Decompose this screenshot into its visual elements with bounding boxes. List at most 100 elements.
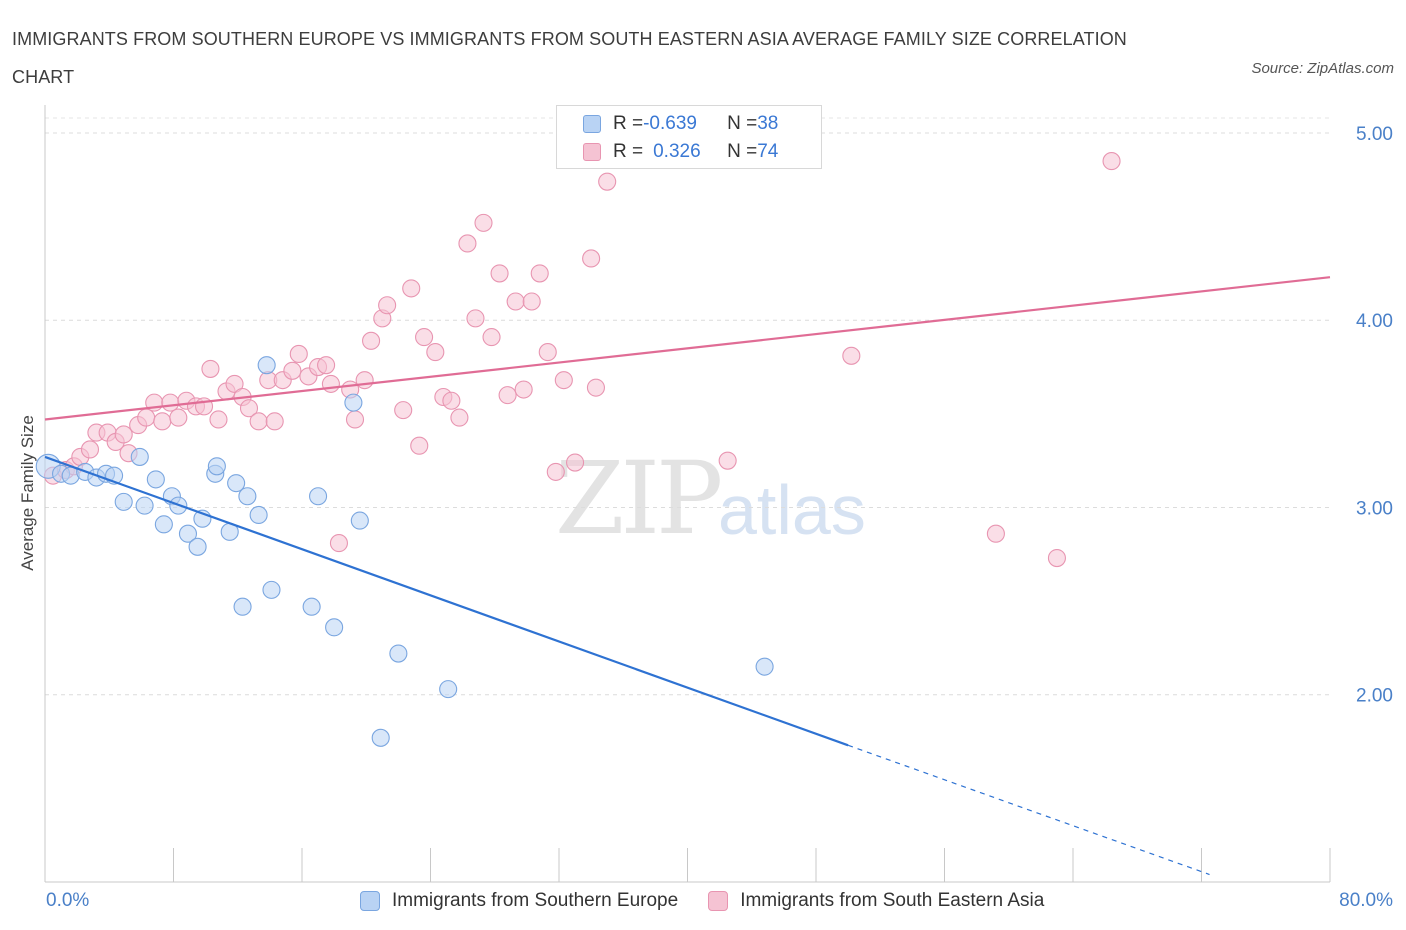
point-southern-europe — [154, 515, 173, 534]
point-southern-europe — [130, 447, 149, 466]
point-south-eastern-asia — [506, 292, 525, 311]
point-south-eastern-asia — [1102, 152, 1121, 171]
watermark-atlas: atlas — [718, 471, 866, 549]
n-label: N = — [727, 113, 758, 134]
point-south-eastern-asia — [986, 524, 1005, 543]
point-southern-europe — [238, 487, 257, 506]
point-south-eastern-asia — [554, 371, 573, 390]
trend-line-southern-europe-extension — [847, 744, 1210, 876]
series-legend: Immigrants from Southern Europe Immigran… — [360, 890, 1074, 912]
point-south-eastern-asia — [530, 264, 549, 283]
point-south-eastern-asia — [1047, 548, 1066, 568]
point-south-eastern-asia — [498, 386, 517, 405]
point-south-eastern-asia — [842, 346, 861, 365]
point-south-eastern-asia — [114, 425, 133, 444]
point-southern-europe — [114, 492, 133, 511]
point-southern-europe — [350, 511, 369, 530]
x-tick-label-max: 80.0% — [1339, 890, 1393, 911]
point-south-eastern-asia — [80, 440, 100, 459]
r-label: R = — [613, 141, 644, 162]
point-south-eastern-asia — [329, 534, 348, 553]
point-southern-europe — [344, 393, 363, 412]
point-south-eastern-asia — [321, 374, 340, 393]
point-southern-europe — [178, 524, 198, 543]
point-south-eastern-asia — [718, 451, 737, 470]
chart-title: IMMIGRANTS FROM SOUTHERN EUROPE VS IMMIG… — [12, 29, 1127, 87]
point-south-eastern-asia — [490, 264, 509, 283]
point-south-eastern-asia — [522, 292, 541, 311]
pink-swatch-icon — [583, 143, 601, 161]
point-south-eastern-asia — [249, 412, 268, 431]
point-south-eastern-asia — [362, 331, 381, 350]
point-south-eastern-asia — [225, 374, 244, 393]
point-southern-europe — [389, 644, 408, 663]
point-southern-europe — [755, 657, 774, 676]
point-southern-europe — [309, 487, 328, 506]
point-southern-europe — [371, 728, 390, 747]
point-south-eastern-asia — [283, 361, 302, 380]
point-southern-europe — [188, 537, 207, 556]
point-south-eastern-asia — [450, 408, 469, 427]
stats-legend: R = -0.639 N = 38 R = 0.326 N = 74 — [556, 105, 822, 169]
n-value: 74 — [757, 141, 779, 162]
point-south-eastern-asia — [566, 453, 585, 472]
point-south-eastern-asia — [153, 412, 172, 431]
r-value: 0.326 — [653, 141, 701, 162]
y-tick-label: 2.00 — [1356, 686, 1393, 707]
x-tick-label-min: 0.0% — [46, 890, 90, 911]
data-points — [35, 152, 1121, 747]
point-southern-europe — [135, 496, 154, 515]
stats-legend-row-blue: R = -0.639 N = 38 — [583, 111, 778, 137]
point-southern-europe — [233, 597, 252, 616]
axes — [44, 105, 1331, 883]
point-south-eastern-asia — [442, 391, 461, 410]
point-southern-europe — [262, 580, 281, 599]
trend-line-southern-europe — [44, 455, 849, 747]
trend-lines — [44, 276, 1331, 876]
n-label: N = — [727, 141, 758, 162]
point-south-eastern-asia — [378, 296, 397, 315]
point-south-eastern-asia — [546, 462, 565, 481]
point-south-eastern-asia — [289, 344, 308, 363]
blue-swatch-icon — [360, 891, 380, 911]
n-value: 38 — [757, 113, 779, 134]
point-southern-europe — [146, 470, 165, 489]
point-south-eastern-asia — [466, 309, 485, 328]
point-south-eastern-asia — [598, 172, 617, 191]
y-tick-label: 5.00 — [1356, 124, 1393, 145]
point-south-eastern-asia — [582, 249, 601, 268]
point-south-eastern-asia — [137, 408, 156, 427]
point-south-eastern-asia — [415, 328, 434, 347]
point-south-eastern-asia — [355, 371, 374, 390]
point-south-eastern-asia — [161, 393, 180, 412]
y-tick-label: 3.00 — [1356, 498, 1393, 519]
r-label: R = — [613, 113, 644, 134]
legend-label: Immigrants from South Eastern Asia — [740, 890, 1045, 911]
point-southern-europe — [257, 356, 276, 375]
point-south-eastern-asia — [458, 234, 477, 253]
r-value: -0.639 — [643, 113, 697, 134]
point-south-eastern-asia — [410, 436, 429, 455]
point-southern-europe — [227, 474, 246, 493]
point-south-eastern-asia — [345, 410, 365, 429]
point-southern-europe — [439, 680, 458, 699]
y-tick-labels: 2.00 3.00 4.00 5.00 — [1356, 124, 1393, 707]
point-south-eastern-asia — [474, 213, 493, 232]
point-south-eastern-asia — [209, 410, 228, 429]
point-southern-europe — [302, 597, 321, 616]
point-south-eastern-asia — [317, 356, 336, 375]
stats-legend-row-pink: R = 0.326 N = 74 — [583, 139, 778, 165]
point-southern-europe — [325, 618, 344, 637]
point-south-eastern-asia — [201, 359, 220, 378]
point-south-eastern-asia — [538, 343, 557, 362]
source-label: Source: ZipAtlas.com — [1251, 60, 1394, 77]
point-south-eastern-asia — [586, 378, 605, 397]
point-southern-europe — [249, 505, 268, 525]
blue-swatch-icon — [583, 115, 601, 133]
point-south-eastern-asia — [402, 279, 421, 298]
legend-item-south-eastern-asia: Immigrants from South Eastern Asia — [708, 890, 1044, 912]
point-south-eastern-asia — [169, 408, 188, 427]
pink-swatch-icon — [708, 891, 729, 911]
trend-line-south-eastern-asia — [44, 276, 1331, 421]
point-south-eastern-asia — [239, 399, 259, 418]
